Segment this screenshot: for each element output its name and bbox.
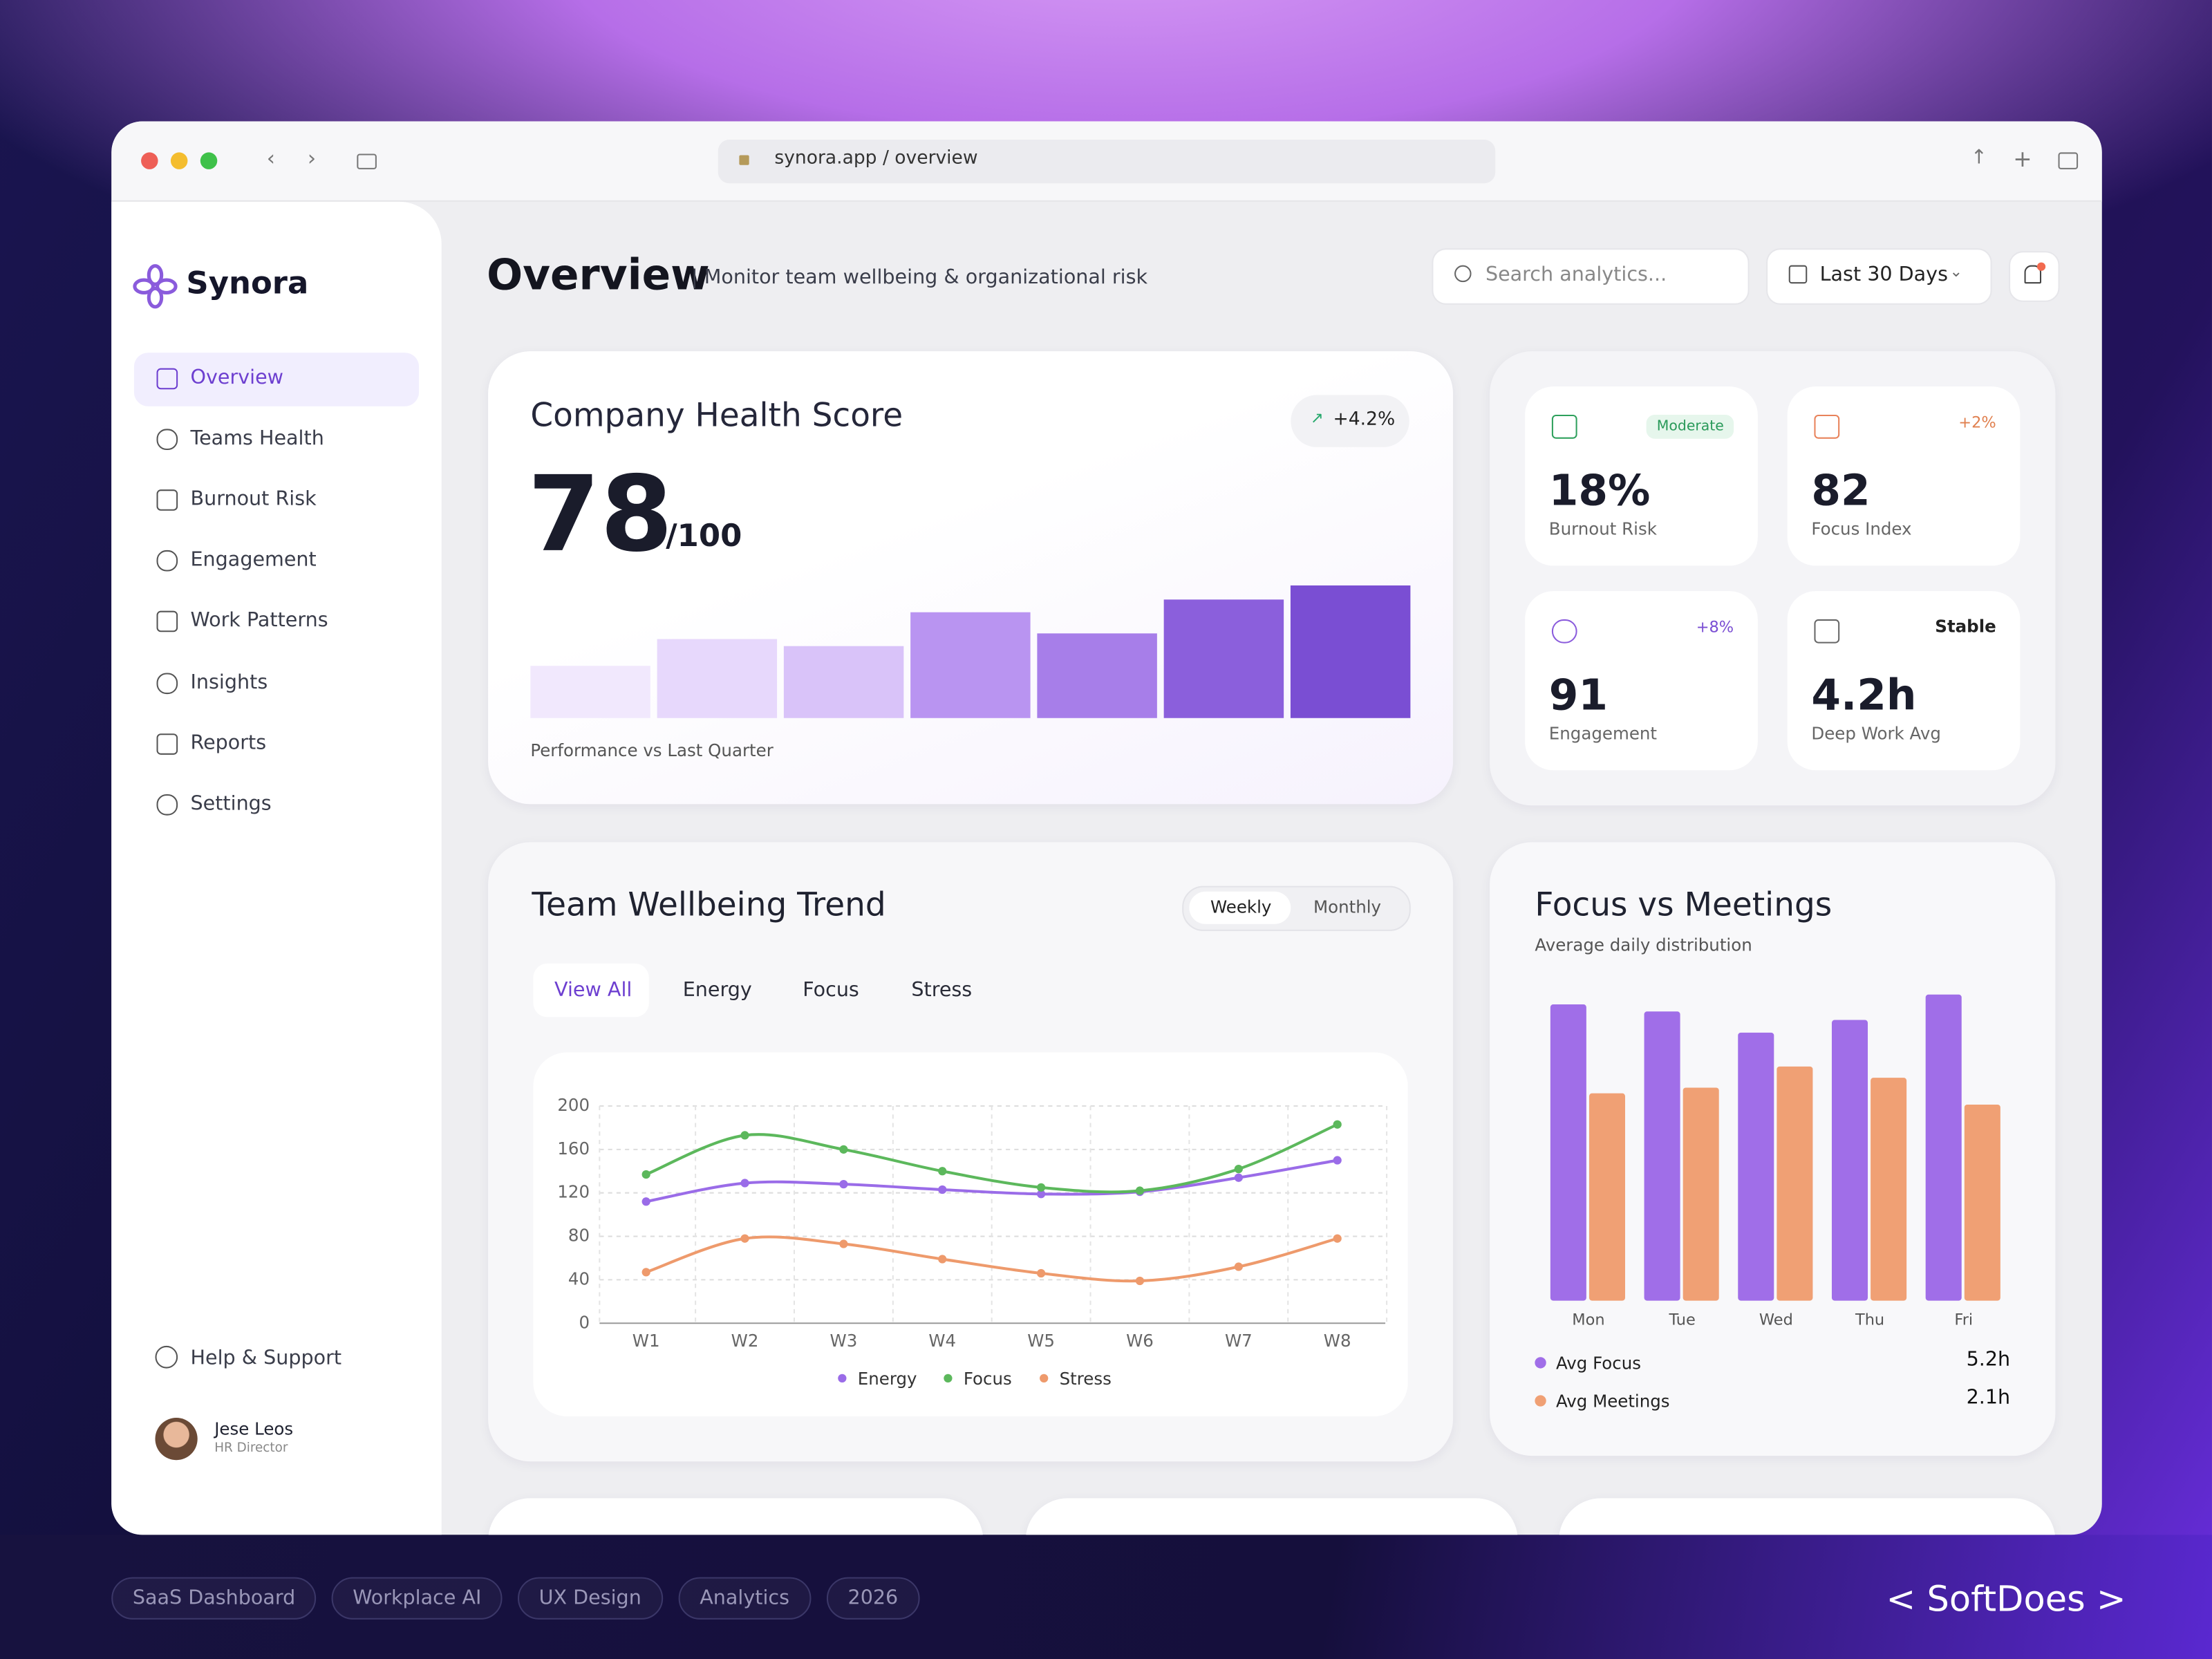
kpi-value: 4.2h <box>1811 671 1917 721</box>
nav-icon <box>156 611 178 633</box>
nav-icon <box>156 429 178 451</box>
line-chart-panel <box>533 1052 1408 1416</box>
kpi-icon <box>1551 619 1577 644</box>
nav-item[interactable]: Burnout Risk <box>190 488 317 512</box>
forward-button[interactable]: › <box>307 145 317 171</box>
kpi-label: Deep Work Avg <box>1811 723 1941 744</box>
window-bottom-mask <box>0 1535 2212 1659</box>
date-picker[interactable] <box>1766 248 1992 305</box>
avatar <box>155 1418 198 1461</box>
bell-icon <box>2024 265 2042 284</box>
calendar-icon <box>1788 265 1808 284</box>
kpi-value: 91 <box>1548 671 1609 721</box>
kpi-icon <box>1814 619 1840 644</box>
kpi-label: Engagement <box>1548 723 1658 744</box>
toggle-active-bg <box>1189 891 1291 924</box>
nav-item[interactable]: Teams Health <box>190 427 324 451</box>
kpi-badge: +8% <box>1696 617 1734 637</box>
brand-logo <box>133 264 178 309</box>
change-pill <box>1291 395 1409 447</box>
active-nav-bg <box>133 353 420 406</box>
health-score: 78 <box>527 454 673 576</box>
search-icon <box>1454 265 1472 283</box>
kpi-badge: +2% <box>1958 413 1996 432</box>
help-link[interactable]: Help & Support <box>190 1347 342 1370</box>
share-button[interactable]: ↑ <box>1970 147 1987 169</box>
nav-icon <box>156 489 178 512</box>
health-title: Company Health Score <box>530 397 903 435</box>
kpi-label: Focus Index <box>1811 519 1912 539</box>
tag: Analytics <box>678 1577 811 1620</box>
notification-button[interactable] <box>2009 251 2060 302</box>
new-tab-button[interactable]: + <box>2013 145 2032 172</box>
minimize-button[interactable] <box>170 152 188 169</box>
lock-icon <box>739 155 749 165</box>
nav-icon <box>156 550 178 572</box>
tab-active-bg <box>533 963 649 1018</box>
trend-icon: ↗ <box>1310 409 1324 428</box>
health-caption: Performance vs Last Quarter <box>530 740 774 760</box>
nav-icon <box>156 733 178 754</box>
kpi-label: Burnout Risk <box>1548 519 1657 539</box>
tabs-button[interactable] <box>357 153 377 169</box>
toggle-option[interactable]: Weekly <box>1210 897 1272 917</box>
back-button[interactable]: ‹ <box>266 145 275 171</box>
date-range: Last 30 Days <box>1819 263 1948 287</box>
kpi-card <box>1787 591 2021 771</box>
health-max: /100 <box>666 519 742 555</box>
nav-item[interactable]: Engagement <box>190 549 317 572</box>
kpi-icon <box>1551 414 1577 439</box>
filter-tab[interactable]: Energy <box>682 979 752 1002</box>
kpi-value: 18% <box>1548 467 1651 516</box>
close-button[interactable] <box>141 152 158 169</box>
toggle-option[interactable]: Monthly <box>1313 897 1382 917</box>
nav-icon <box>156 794 178 815</box>
page-title: Overview <box>487 251 710 301</box>
tag: 2026 <box>826 1577 919 1620</box>
user-name: Jese Leos <box>214 1419 294 1439</box>
nav-item[interactable]: Settings <box>190 792 272 815</box>
filter-tab[interactable]: View All <box>554 979 632 1002</box>
tag: UX Design <box>517 1577 663 1620</box>
notification-dot <box>2036 262 2046 271</box>
sidebar-toggle[interactable] <box>2058 152 2079 169</box>
kpi-badge: Stable <box>1935 616 1996 637</box>
search-box[interactable] <box>1432 248 1750 305</box>
focus-card <box>1490 842 2056 1456</box>
health-change: +4.2% <box>1333 409 1396 431</box>
kpi-icon <box>1814 414 1840 439</box>
focus-title: Focus vs Meetings <box>1535 887 1833 924</box>
nav-item[interactable]: Reports <box>190 731 267 754</box>
address-bar[interactable] <box>718 140 1496 184</box>
help-icon <box>155 1345 178 1369</box>
focus-subtitle: Average daily distribution <box>1535 935 1752 955</box>
tag: SaaS Dashboard <box>111 1577 317 1620</box>
url: synora.app / overview <box>774 148 978 169</box>
kpi-badge: Moderate <box>1647 414 1734 439</box>
filter-tab[interactable]: Stress <box>911 979 973 1002</box>
footer-brand: < SoftDoes > <box>1886 1578 2126 1620</box>
chevron: ⌄ <box>1949 262 1963 281</box>
maximize-button[interactable] <box>200 152 218 169</box>
nav-icon <box>156 368 178 390</box>
kpi-value: 82 <box>1811 467 1871 516</box>
kpi-card <box>1787 386 2021 566</box>
brand-name: Synora <box>186 266 309 302</box>
user-role: HR Director <box>214 1441 288 1456</box>
nav-item[interactable]: Overview <box>190 366 284 390</box>
nav-icon <box>156 672 178 694</box>
page-subtitle: | Monitor team wellbeing & organizationa… <box>691 266 1148 290</box>
tag: Workplace AI <box>331 1577 503 1620</box>
search-placeholder: Search analytics... <box>1485 263 1667 287</box>
nav-item[interactable]: Insights <box>190 671 268 694</box>
sidebar <box>111 201 442 1535</box>
nav-item[interactable]: Work Patterns <box>190 610 328 633</box>
trend-title: Team Wellbeing Trend <box>532 887 886 924</box>
filter-tab[interactable]: Focus <box>803 979 859 1002</box>
